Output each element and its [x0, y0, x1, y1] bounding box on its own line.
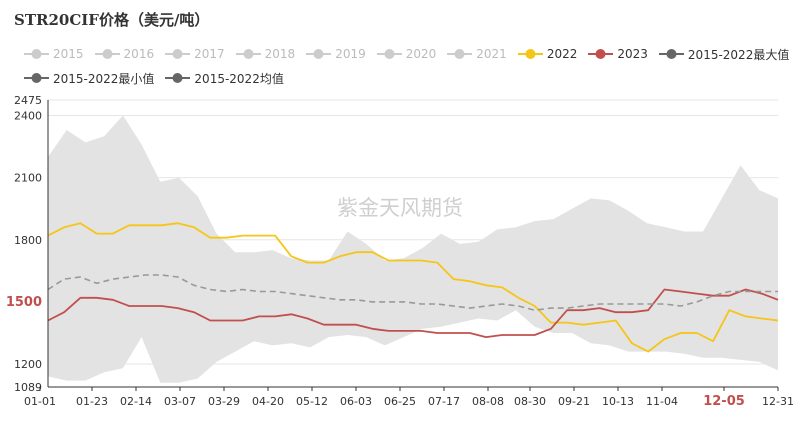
y-tick-label: 1500 [6, 295, 42, 310]
legend-marker-icon [165, 73, 191, 83]
legend-item-2020[interactable]: 2020 [376, 47, 437, 61]
x-tick-label: 03-07 [164, 395, 196, 408]
series-line-2023 [47, 288, 779, 339]
legend-label: 2015-2022最小值 [53, 71, 155, 86]
legend-item-2015-2022最大值[interactable]: 2015-2022最大值 [658, 46, 790, 63]
legend: 2015 2016 2017 2018 2019 2020 2021 2022 2023 2015… [24, 42, 794, 90]
x-tick-label: 08-08 [472, 395, 504, 408]
x-tick-label: 01-01 [24, 395, 56, 408]
legend-item-2023[interactable]: 2023 [588, 47, 648, 61]
legend-item-2015[interactable]: 2015 [24, 47, 84, 61]
legend-marker-icon [588, 49, 614, 59]
x-tick-label: 06-25 [384, 395, 416, 408]
legend-item-2017[interactable]: 2017 [165, 47, 225, 61]
x-tick-label: 11-04 [646, 395, 678, 408]
y-tick-label: 2475 [14, 94, 42, 107]
legend-marker-icon [447, 49, 473, 59]
legend-item-2018[interactable]: 2018 [235, 47, 296, 61]
legend-label: 2016 [123, 47, 155, 61]
chart-title: STR20CIF价格（美元/吨） [14, 11, 210, 29]
x-tick-label: 08-30 [514, 395, 546, 408]
legend-label: 2023 [617, 47, 648, 61]
y-tick-label: 1800 [14, 234, 42, 247]
series-line-2015-2022均值 [47, 274, 778, 312]
legend-marker-icon [306, 49, 332, 59]
legend-item-2021[interactable]: 2021 [447, 47, 507, 61]
legend-item-2016[interactable]: 2016 [94, 47, 155, 61]
watermark: 紫金天风期货 [337, 196, 463, 220]
legend-label: 2015-2022均值 [194, 71, 284, 86]
legend-marker-icon [517, 49, 543, 59]
x-tick-label: 10-13 [602, 395, 634, 408]
legend-marker-icon [165, 49, 191, 59]
legend-marker-icon [24, 73, 49, 83]
legend-item-2022[interactable]: 2022 [517, 47, 578, 61]
series-lines [47, 222, 779, 353]
x-tick-label: 04-20 [252, 395, 284, 408]
legend-marker-icon [235, 49, 261, 59]
legend-label: 2020 [405, 47, 437, 61]
legend-label: 2015-2022最大值 [687, 47, 790, 62]
axes [47, 100, 778, 388]
band-area [48, 115, 778, 383]
x-tick-label: 01-23 [76, 395, 108, 408]
x-tick-label: 12-05 [703, 394, 745, 409]
legend-label: 2017 [194, 47, 225, 61]
y-tick-label: 1089 [14, 381, 42, 394]
legend-item-2019[interactable]: 2019 [306, 47, 366, 61]
legend-marker-icon [376, 49, 402, 59]
x-tick-label: 07-17 [428, 395, 460, 408]
legend-marker-icon [94, 49, 120, 59]
y-tick-label: 2400 [14, 110, 42, 123]
legend-item-2015-2022均值[interactable]: 2015-2022均值 [165, 70, 284, 87]
legend-marker-icon [24, 49, 49, 59]
legend-row: 2015-2022最小值 2015-2022均值 [24, 66, 794, 90]
legend-label: 2015 [53, 47, 84, 61]
legend-marker-icon [658, 49, 684, 59]
legend-label: 2018 [264, 47, 296, 61]
x-tick-label: 06-03 [340, 395, 372, 408]
min-max-band [48, 115, 778, 383]
x-tick-label: 02-14 [120, 395, 152, 408]
legend-label: 2022 [546, 47, 578, 61]
legend-row: 2015 2016 2017 2018 2019 2020 2021 2022 2023 2015… [24, 42, 794, 66]
legend-label: 2021 [476, 47, 507, 61]
x-tick-label: 12-31 [762, 395, 794, 408]
series-line-2022 [47, 222, 779, 353]
legend-label: 2019 [335, 47, 366, 61]
y-tick-label: 1200 [14, 358, 42, 371]
x-tick-label: 09-21 [558, 395, 590, 408]
x-tick-labels: 01-01 01-23 02-14 03-07 03-29 04-20 05-12 06-03… [24, 387, 794, 409]
legend-item-2015-2022最小值[interactable]: 2015-2022最小值 [24, 70, 154, 87]
x-tick-label: 03-29 [208, 395, 240, 408]
y-tick-label: 2100 [14, 172, 42, 185]
y-tick-labels: 1089 1200 1500 1800 2100 2400 2475 [6, 94, 42, 394]
x-tick-label: 05-12 [296, 395, 328, 408]
